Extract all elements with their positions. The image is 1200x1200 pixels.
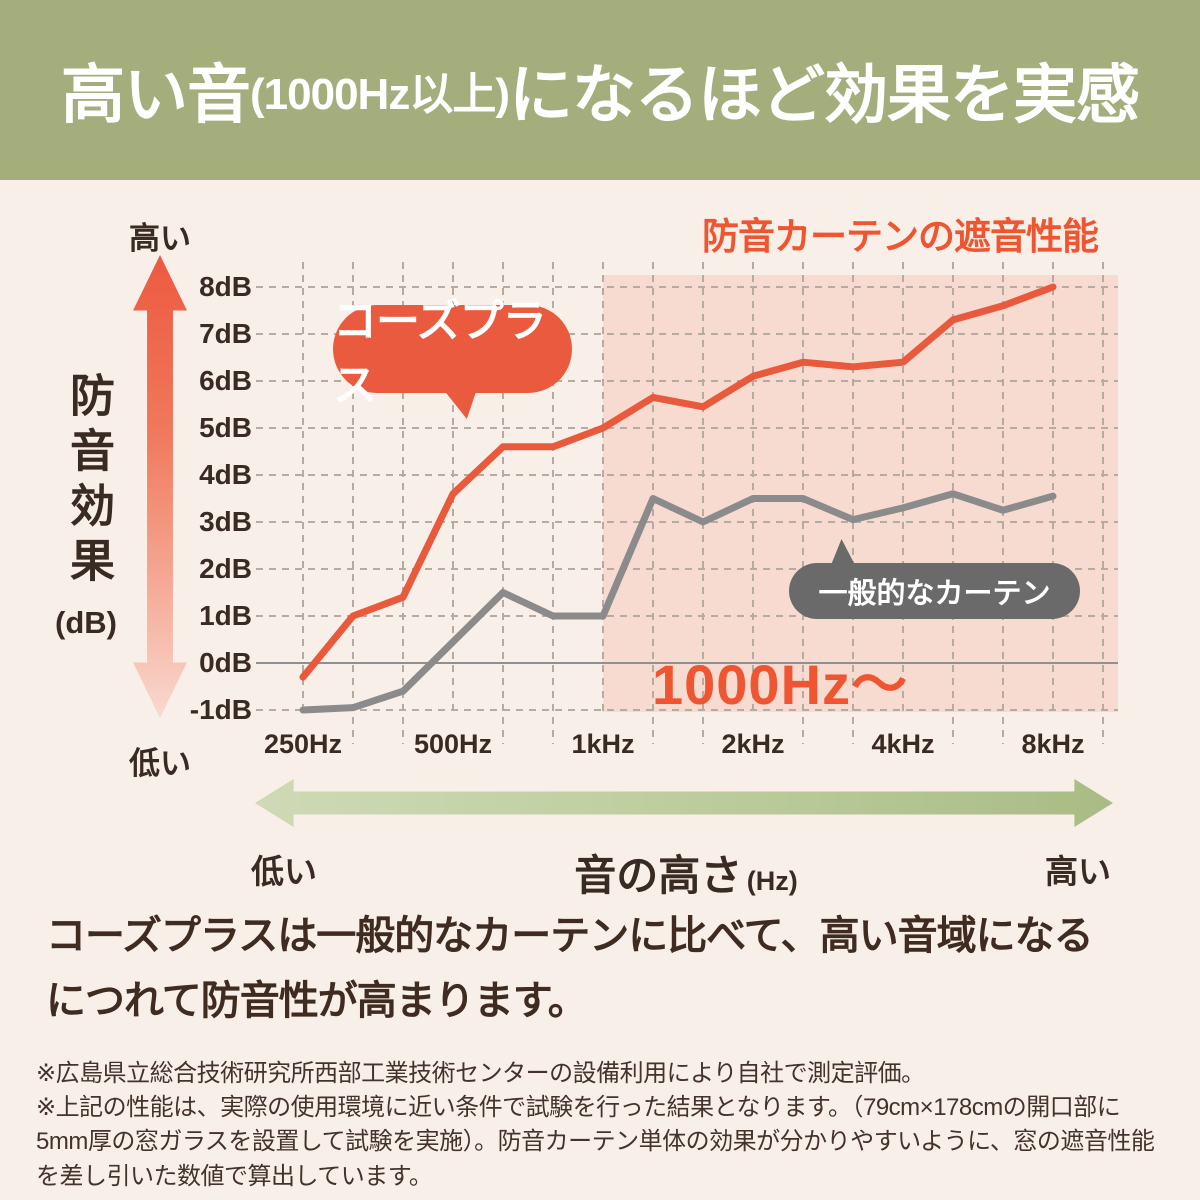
y-tick-label: 2dB xyxy=(199,553,252,584)
y-axis-title: 防音効果 xyxy=(63,372,114,592)
header-title-part1: 高い音 xyxy=(61,59,251,131)
series-bubble-general-label: 一般的なカーテン xyxy=(818,578,1051,610)
y-axis-unit: (dB) xyxy=(55,605,117,640)
x-axis-title: 音の高さ (Hz) xyxy=(536,842,836,903)
y-tick-label: 5dB xyxy=(199,412,252,443)
series-bubble-cozeplus-label: コーズプラス xyxy=(333,297,547,410)
x-tick-label: 250Hz xyxy=(263,729,343,759)
series-line-general xyxy=(299,490,1057,714)
footnote-line4: を差し引いた数値で算出しています。 xyxy=(36,1163,433,1190)
highlight-region xyxy=(603,275,1118,712)
footnote-line2: ※上記の性能は、実際の使用環境に近い条件で試験を行った結果となります。（79cm… xyxy=(36,1094,1121,1121)
x-tick-label: 4kHz xyxy=(871,729,935,759)
y-tick-label: 0dB xyxy=(199,647,252,678)
y-tick-label: -1dB xyxy=(189,694,252,725)
x-arrow-low-label: 低い xyxy=(251,853,317,890)
footnote-line3: 5mm厚の窓ガラスを設置して試験を実施）。防音カーテン単体の効果が分かりやすいよ… xyxy=(36,1128,1155,1155)
x-axis-title-unit: (Hz) xyxy=(746,866,798,896)
y-tick-label: 6dB xyxy=(199,365,252,396)
header-title-part2: (1000Hz以上) xyxy=(250,70,510,119)
y-tick-label: 8dB xyxy=(199,271,252,302)
y-arrow-low-label: 低い xyxy=(129,746,191,781)
y-tick-label: 7dB xyxy=(199,318,252,349)
x-tick-label: 500Hz xyxy=(413,729,493,759)
body-text-line1: コーズプラスは一般的なカーテンに比べて、高い音域になる xyxy=(46,914,1094,958)
y-tick-label: 1dB xyxy=(199,600,252,631)
chart-title: 防音カーテンの遮音性能 xyxy=(702,216,1099,257)
y-tick-label: 3dB xyxy=(199,506,252,537)
header-banner: 高い音 (1000Hz以上) になるほど効果を実感 xyxy=(0,0,1200,180)
highlight-region-label: 1000Hz〜 xyxy=(651,653,909,716)
series-bubble-general: 一般的なカーテン xyxy=(789,563,1080,619)
y-arrow-high-label: 高い xyxy=(129,221,191,256)
x-tick-label: 8kHz xyxy=(1021,729,1085,759)
series-bubble-cozeplus: コーズプラス xyxy=(333,297,572,410)
x-tick-label: 1kHz xyxy=(571,729,635,759)
header-title-part3: になるほど効果を実感 xyxy=(508,59,1140,131)
x-arrow-high-label: 高い xyxy=(1045,853,1111,890)
body-text-line2: につれて防音性が高まります。 xyxy=(46,979,588,1023)
x-tick-label: 2kHz xyxy=(721,729,785,759)
series-line-cozeplus xyxy=(299,283,1057,681)
y-tick-label: 4dB xyxy=(199,459,252,490)
footnote-line1: ※広島県立総合技術研究所西部工業技術センターの設備利用により自社で測定評価。 xyxy=(36,1060,925,1087)
x-axis-title-text: 音の高さ xyxy=(574,852,743,899)
